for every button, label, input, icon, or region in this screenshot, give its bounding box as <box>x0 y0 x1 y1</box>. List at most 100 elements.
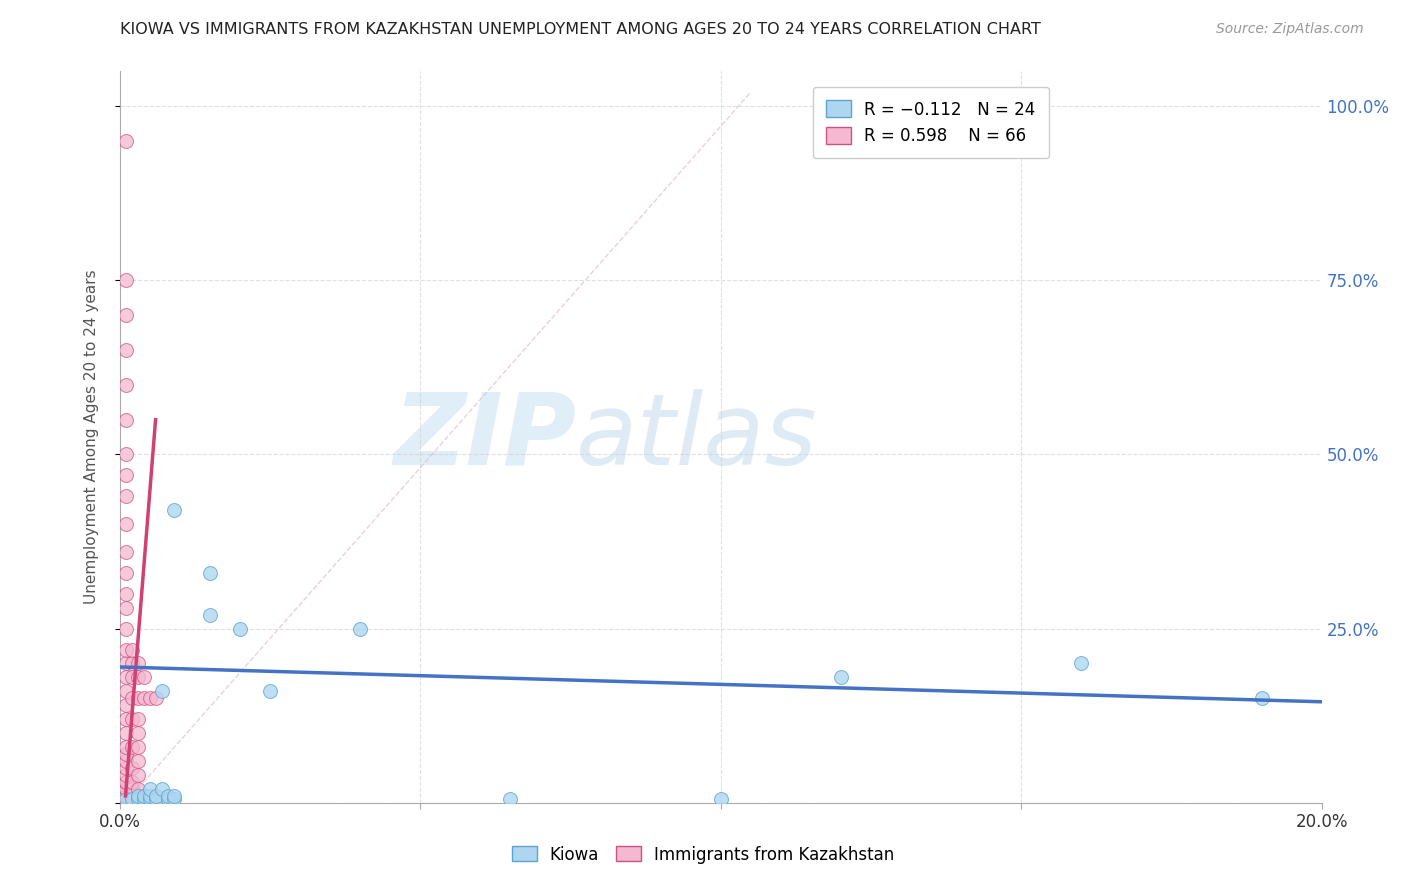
Point <box>121 691 143 706</box>
Text: KIOWA VS IMMIGRANTS FROM KAZAKHSTAN UNEMPLOYMENT AMONG AGES 20 TO 24 YEARS CORRE: KIOWA VS IMMIGRANTS FROM KAZAKHSTAN UNEM… <box>120 22 1040 37</box>
Point <box>114 761 136 775</box>
Point <box>114 781 136 796</box>
Point <box>138 781 160 796</box>
Point <box>114 775 136 789</box>
Point <box>132 792 155 806</box>
Point <box>145 789 167 803</box>
Point <box>1250 691 1272 706</box>
Point <box>121 781 143 796</box>
Point <box>114 545 136 559</box>
Point <box>259 684 281 698</box>
Point <box>127 792 149 806</box>
Point <box>150 684 173 698</box>
Point <box>127 740 149 755</box>
Point <box>145 792 167 806</box>
Point <box>709 792 731 806</box>
Text: atlas: atlas <box>576 389 818 485</box>
Point <box>162 503 184 517</box>
Point <box>145 691 167 706</box>
Point <box>114 789 136 803</box>
Legend: Kiowa, Immigrants from Kazakhstan: Kiowa, Immigrants from Kazakhstan <box>505 839 901 871</box>
Point <box>132 670 155 684</box>
Point <box>114 775 136 789</box>
Point <box>114 747 136 761</box>
Point <box>114 792 136 806</box>
Point <box>121 740 143 755</box>
Point <box>138 691 160 706</box>
Point <box>127 726 149 740</box>
Point <box>121 657 143 671</box>
Point <box>114 792 136 806</box>
Point <box>121 670 143 684</box>
Point <box>127 657 149 671</box>
Point <box>132 789 155 803</box>
Point <box>114 781 136 796</box>
Point <box>114 622 136 636</box>
Point <box>127 670 149 684</box>
Point <box>114 273 136 287</box>
Point <box>114 600 136 615</box>
Point <box>156 789 179 803</box>
Point <box>114 343 136 357</box>
Point <box>114 412 136 426</box>
Point <box>114 670 136 684</box>
Point <box>114 789 136 803</box>
Point <box>114 684 136 698</box>
Point <box>114 642 136 657</box>
Point <box>114 657 136 671</box>
Point <box>127 789 149 803</box>
Point <box>114 754 136 768</box>
Point <box>121 775 143 789</box>
Legend: R = −0.112   N = 24, R = 0.598    N = 66: R = −0.112 N = 24, R = 0.598 N = 66 <box>813 87 1049 159</box>
Point <box>127 781 149 796</box>
Point <box>114 792 136 806</box>
Point <box>114 698 136 713</box>
Point <box>132 691 155 706</box>
Point <box>127 691 149 706</box>
Point <box>228 622 252 636</box>
Point <box>114 712 136 726</box>
Point <box>114 726 136 740</box>
Point <box>830 670 852 684</box>
Point <box>114 489 136 503</box>
Point <box>121 642 143 657</box>
Point <box>121 792 143 806</box>
Point <box>114 792 136 806</box>
Point <box>499 792 522 806</box>
Point <box>138 789 160 803</box>
Y-axis label: Unemployment Among Ages 20 to 24 years: Unemployment Among Ages 20 to 24 years <box>84 269 98 605</box>
Point <box>127 712 149 726</box>
Point <box>162 789 184 803</box>
Point <box>156 792 179 806</box>
Point <box>114 768 136 782</box>
Point <box>114 134 136 148</box>
Point <box>127 754 149 768</box>
Point <box>114 566 136 580</box>
Text: Source: ZipAtlas.com: Source: ZipAtlas.com <box>1216 22 1364 37</box>
Point <box>127 792 149 806</box>
Point <box>121 789 143 803</box>
Point <box>138 792 160 806</box>
Point <box>114 517 136 532</box>
Point <box>114 377 136 392</box>
Text: ZIP: ZIP <box>394 389 576 485</box>
Point <box>1070 657 1092 671</box>
Point <box>114 587 136 601</box>
Point <box>349 622 371 636</box>
Point <box>114 740 136 755</box>
Point <box>121 712 143 726</box>
Point <box>121 761 143 775</box>
Point <box>114 308 136 322</box>
Point <box>121 792 143 806</box>
Point <box>198 566 221 580</box>
Point <box>132 789 155 803</box>
Point <box>150 781 173 796</box>
Point <box>132 792 155 806</box>
Point <box>198 607 221 622</box>
Point <box>127 789 149 803</box>
Point <box>114 792 136 806</box>
Point <box>114 448 136 462</box>
Point <box>162 792 184 806</box>
Point <box>127 768 149 782</box>
Point <box>114 789 136 803</box>
